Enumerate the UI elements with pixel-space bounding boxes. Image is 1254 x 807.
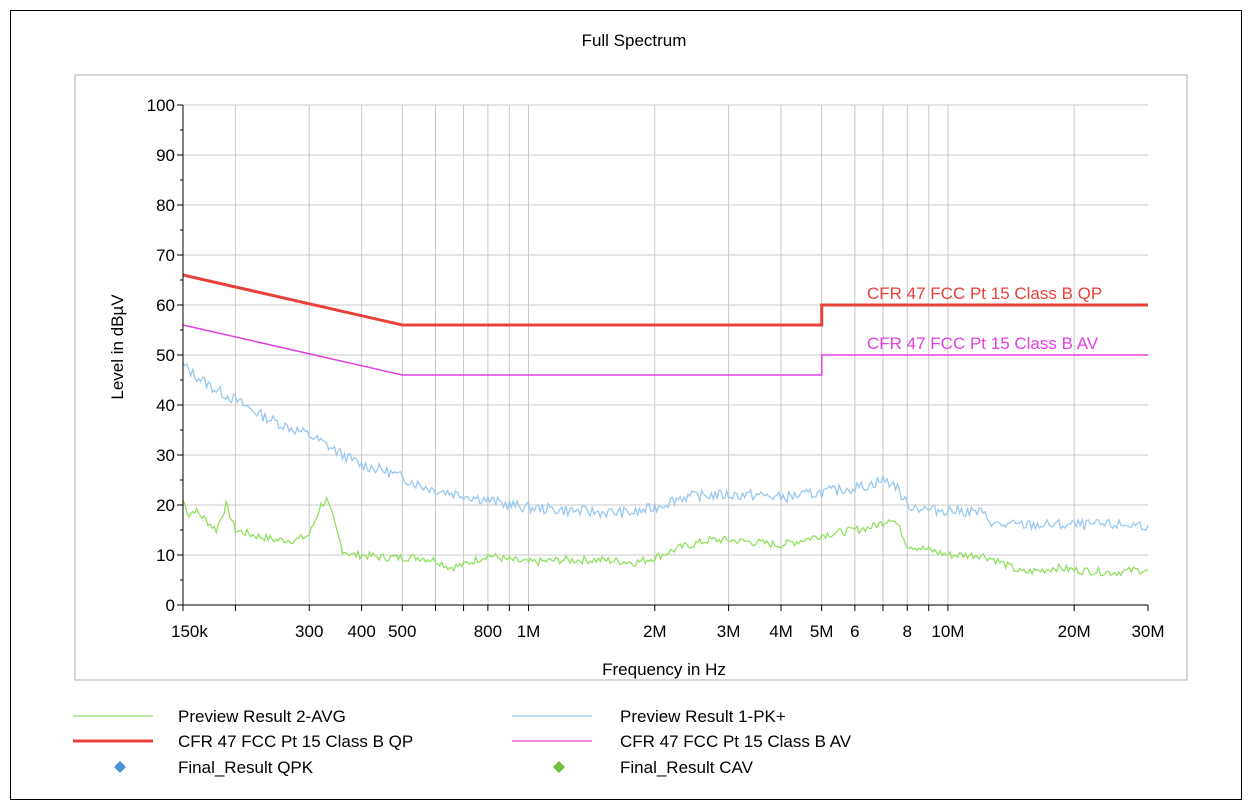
x-tick-label: 6: [850, 622, 859, 641]
x-tick-label: 150k: [171, 622, 208, 641]
y-tick-label: 70: [156, 246, 175, 265]
series-layer: [182, 362, 1149, 577]
x-tick-label: 300: [295, 622, 323, 641]
limit-label-qp: CFR 47 FCC Pt 15 Class B QP: [867, 284, 1102, 303]
x-tick-label: 2M: [643, 622, 667, 641]
y-tick-label: 60: [156, 296, 175, 315]
y-tick-label: 10: [156, 546, 175, 565]
legend-label: Final_Result QPK: [178, 758, 314, 777]
y-tick-label: 40: [156, 396, 175, 415]
axes-layer: 0 10 20 30 40 50 60 70 80 90 100 150k 300 400 500 800 1M…: [147, 96, 1165, 641]
limit-lines-layer: [182, 273, 1148, 376]
x-tick-label: 30M: [1131, 622, 1164, 641]
x-axis-label: Frequency in Hz: [602, 660, 726, 679]
limit-line-av: [182, 324, 1148, 376]
y-tick-label: 20: [156, 496, 175, 515]
y-tick-label: 0: [166, 596, 175, 615]
series-line-pk: [182, 362, 1149, 532]
limit-label-av: CFR 47 FCC Pt 15 Class B AV: [867, 334, 1099, 353]
legend-label: Preview Result 2-AVG: [178, 707, 346, 726]
x-tick-label: 400: [347, 622, 375, 641]
legend-label: Final_Result CAV: [620, 758, 754, 777]
y-axis-label: Level in dBµV: [108, 294, 127, 400]
legend-label: Preview Result 1-PK+: [620, 707, 786, 726]
x-tick-label: 800: [474, 622, 502, 641]
legend-swatch-diamond: [114, 761, 126, 773]
x-tick-label: 3M: [717, 622, 741, 641]
chart-title: Full Spectrum: [582, 31, 687, 50]
legend-label: CFR 47 FCC Pt 15 Class B QP: [178, 732, 413, 751]
legend-label: CFR 47 FCC Pt 15 Class B AV: [620, 732, 852, 751]
x-tick-label: 1M: [517, 622, 541, 641]
x-tick-label: 4M: [769, 622, 793, 641]
x-tick-label: 8: [903, 622, 912, 641]
legend-swatch-diamond: [553, 761, 565, 773]
x-tick-label: 10M: [931, 622, 964, 641]
series-line-avg: [182, 496, 1148, 577]
y-tick-label: 50: [156, 346, 175, 365]
y-tick-label: 100: [147, 96, 175, 115]
y-tick-label: 90: [156, 146, 175, 165]
legend: Preview Result 2-AVG Preview Result 1-PK+…: [73, 707, 852, 777]
x-tick-label: 500: [388, 622, 416, 641]
plot-panel: [74, 74, 1188, 681]
limit-line-qp: [182, 273, 1148, 327]
y-tick-label: 30: [156, 446, 175, 465]
y-tick-label: 80: [156, 196, 175, 215]
x-tick-label: 20M: [1058, 622, 1091, 641]
x-tick-label: 5M: [810, 622, 834, 641]
